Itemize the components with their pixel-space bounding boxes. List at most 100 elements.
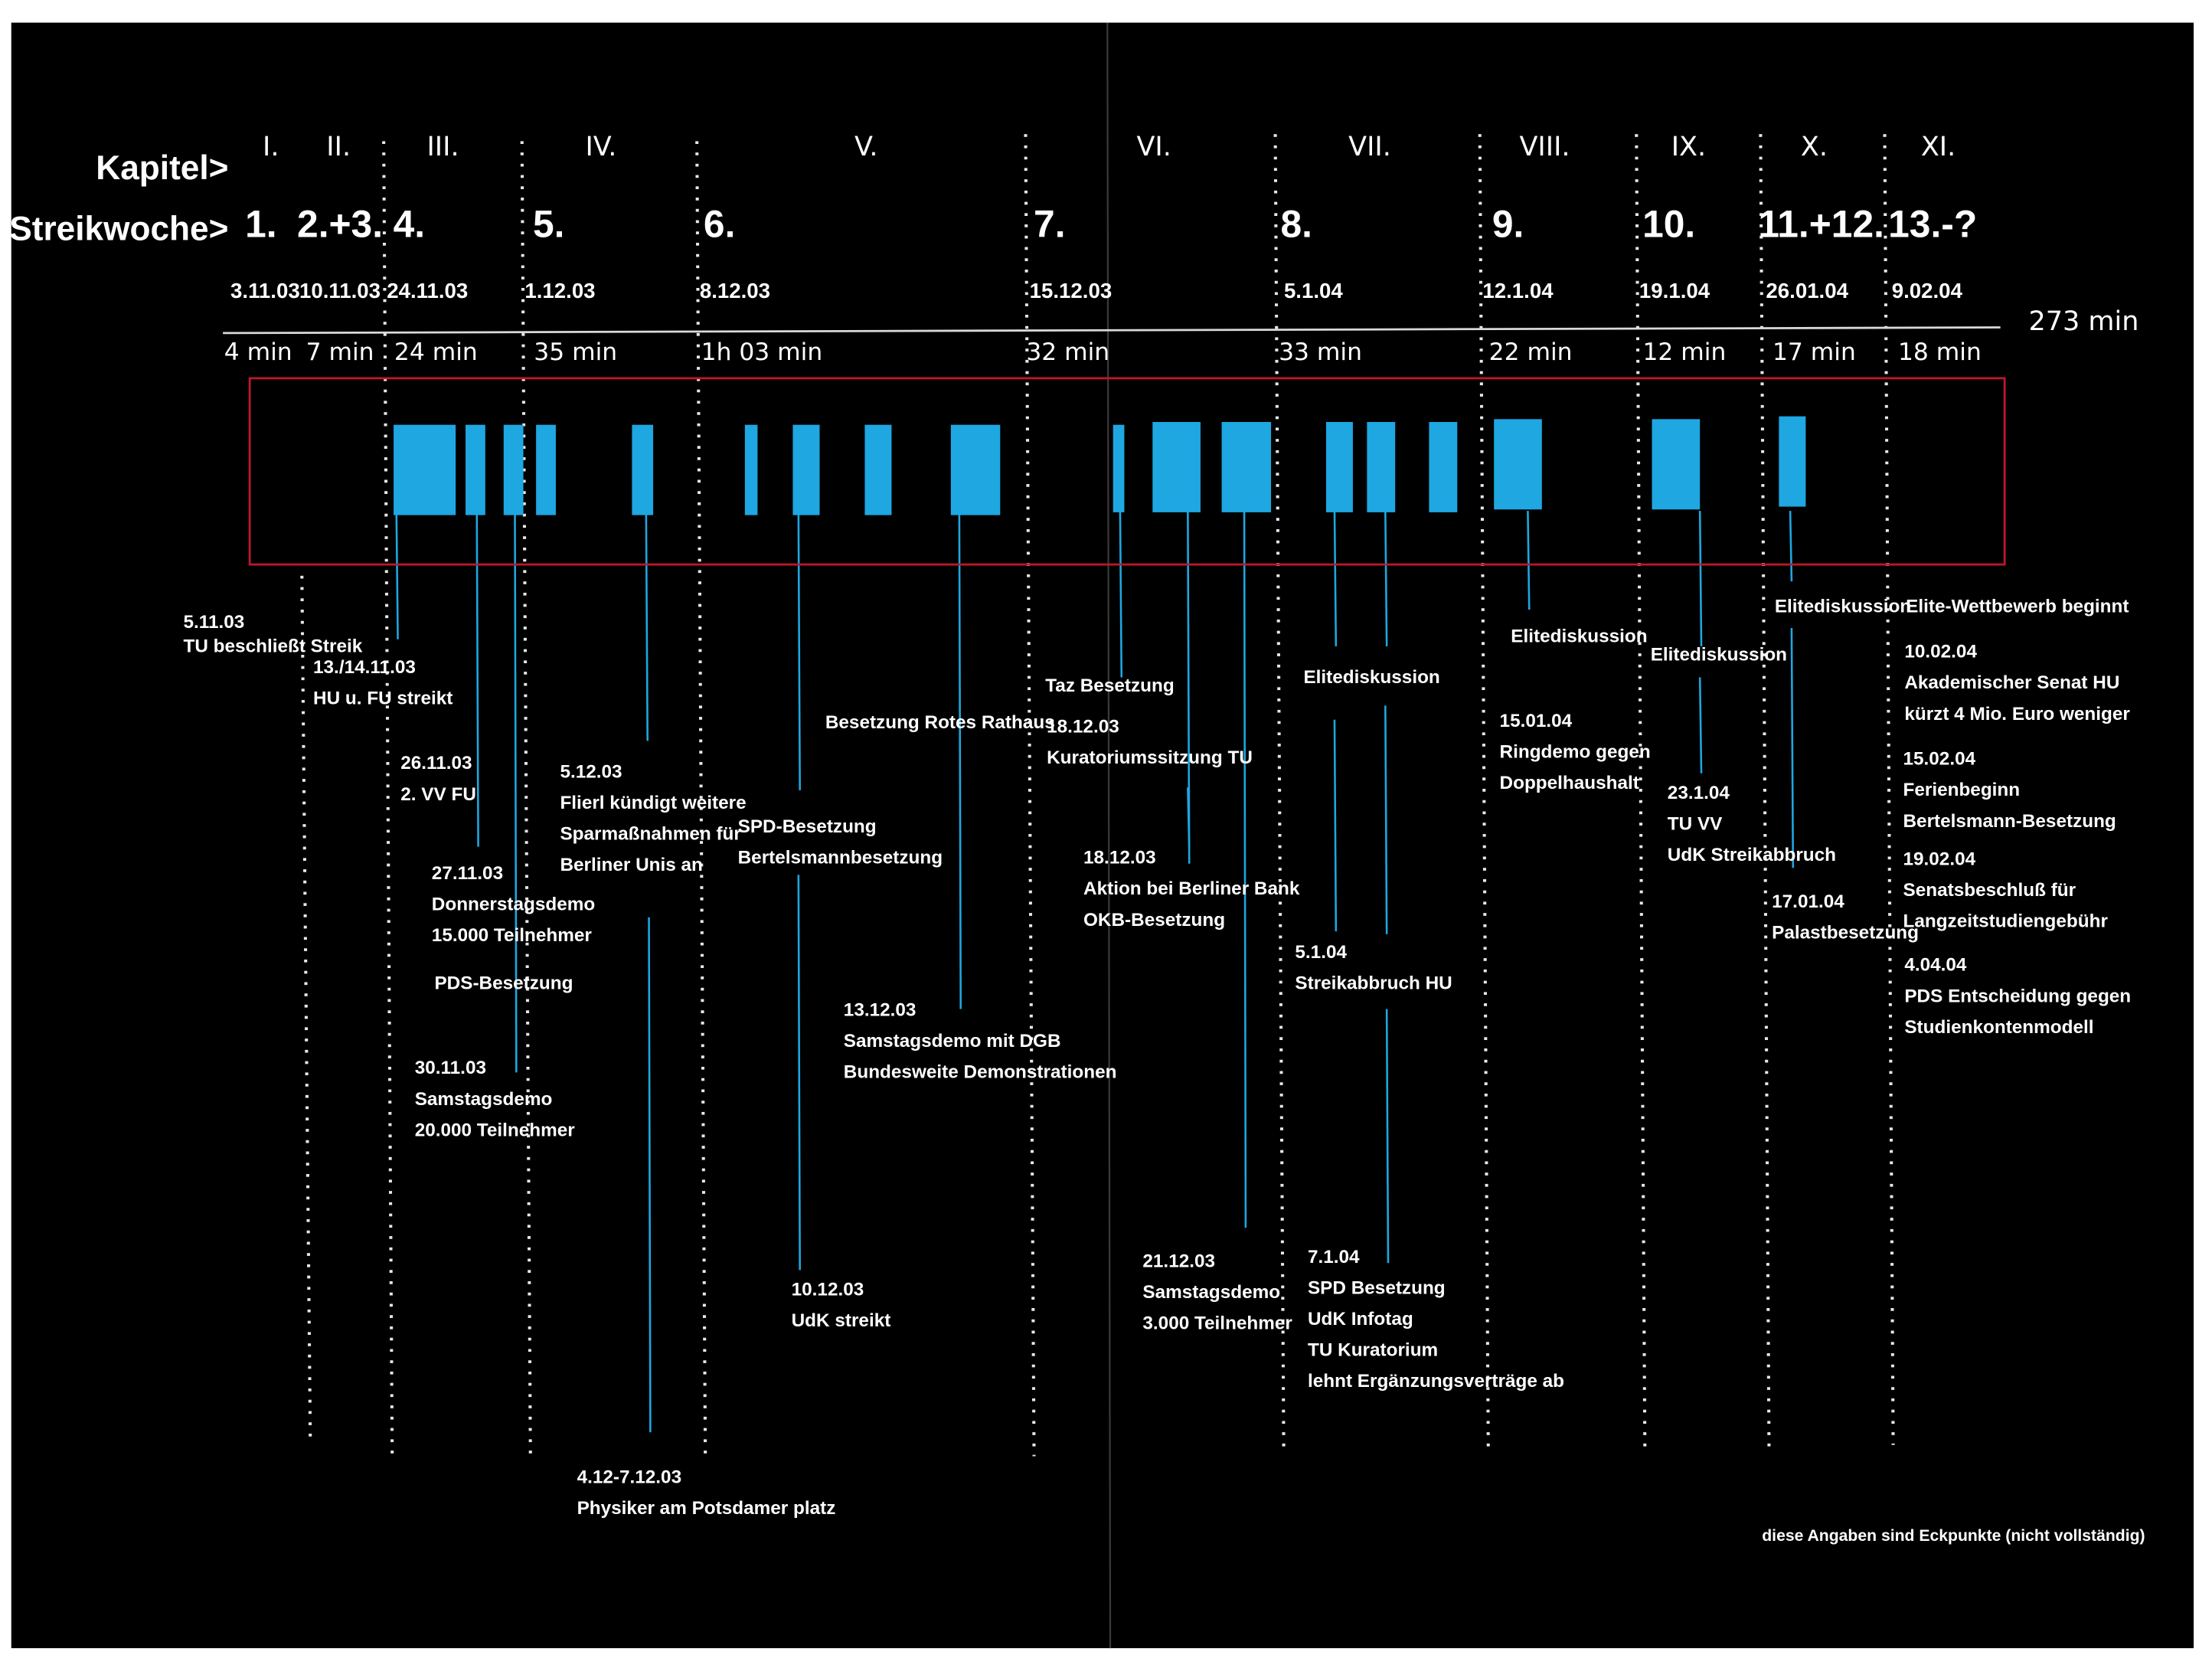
event-connector xyxy=(1790,627,1795,868)
duration-block xyxy=(394,424,456,515)
event-annotation: 27.11.03 Donnerstagsdemo 15.000 Teilnehmer xyxy=(432,863,595,946)
duration-block xyxy=(536,424,556,515)
chapter-label: VIII. xyxy=(1519,132,1570,162)
week-label: 13.-? xyxy=(1888,203,1977,246)
duration-label: 35 min xyxy=(534,339,617,366)
event-connector xyxy=(1333,511,1338,646)
poster-background xyxy=(11,22,2194,1649)
event-annotation: Elite-Wettbewerb beginnt xyxy=(1906,597,2129,617)
event-annotation: Elitediskussion xyxy=(1775,597,1911,617)
duration-block xyxy=(1429,421,1458,512)
duration-block xyxy=(1325,421,1353,512)
week-label: 7. xyxy=(1034,203,1065,246)
event-text: PDS Entscheidung gegen xyxy=(1904,986,2131,1006)
event-text: Flierl kündigt weitere xyxy=(560,793,746,813)
week-row: 1. 2.+3. 4. 5. 6. 7. 8. 9. 10. 11.+12. 13.-? xyxy=(245,203,1977,246)
event-text: Ringdemo gegen xyxy=(1500,742,1651,763)
event-text: 23.1.04 xyxy=(1668,783,1730,803)
event-connector xyxy=(648,917,652,1433)
event-text: Akademischer Senat HU xyxy=(1904,672,2119,693)
event-annotation: 26.11.03 2. VV FU xyxy=(400,753,476,805)
event-text: 10.02.04 xyxy=(1904,642,1977,662)
event-annotation: 21.12.03 Samstagsdemo 3.000 Teilnehmer xyxy=(1142,1251,1292,1334)
event-connector xyxy=(514,511,518,1073)
footnote: diese Angaben sind Eckpunkte (nicht voll… xyxy=(1762,1527,2145,1545)
duration-label: 7 min xyxy=(306,339,374,366)
week-label: 2.+3. xyxy=(297,203,383,246)
event-text: 3.000 Teilnehmer xyxy=(1142,1313,1292,1334)
event-text: 26.11.03 xyxy=(400,753,472,773)
event-text: Studienkontenmodell xyxy=(1904,1017,2093,1038)
event-text: Aktion bei Berliner Bank xyxy=(1083,878,1300,899)
event-text: 5.11.03 xyxy=(184,612,245,633)
event-annotation: 5.1.04 Streikabbruch HU xyxy=(1295,942,1452,994)
chapter-label: IV. xyxy=(585,132,616,162)
event-text: Bertelsmannbesetzung xyxy=(738,848,943,868)
event-annotation: 19.02.04 Senatsbeschluß für Langzeitstudie… xyxy=(1903,849,2108,932)
event-text: UdK Infotag xyxy=(1308,1309,1413,1329)
event-text: Sparmaßnahmen für xyxy=(560,823,741,844)
duration-block xyxy=(864,424,892,515)
event-text: 27.11.03 xyxy=(432,863,503,884)
event-text: Besetzung Rotes Rathaus xyxy=(825,712,1055,733)
event-annotation: 13.12.03 Samstagsdemo mit DGB Bundesweite … xyxy=(844,1000,1117,1083)
event-connector xyxy=(1527,511,1531,610)
duration-block xyxy=(1221,421,1272,512)
event-text: 20.000 Teilnehmer xyxy=(415,1120,576,1140)
event-annotation: SPD-Besetzung Bertelsmannbesetzung xyxy=(738,816,943,868)
event-annotation: 13./14.11.03 HU u. FU streikt xyxy=(313,657,453,709)
chapter-label: V. xyxy=(854,132,878,162)
event-text: 4.04.04 xyxy=(1904,955,1967,976)
chapter-label: XI. xyxy=(1921,132,1956,162)
event-text: Elitediskussion xyxy=(1775,597,1911,617)
event-text: SPD-Besetzung xyxy=(738,816,877,837)
duration-label: 32 min xyxy=(1026,339,1109,366)
event-connector xyxy=(1119,511,1123,678)
streikwoche-label: Streikwoche> xyxy=(9,210,228,247)
duration-label: 4 min xyxy=(224,339,292,366)
event-text: Berliner Unis an xyxy=(560,855,702,875)
duration-label: 12 min xyxy=(1642,339,1726,366)
event-annotation: 4.12-7.12.03 Physiker am Potsdamer platz xyxy=(577,1467,836,1519)
duration-blocks xyxy=(394,416,1806,515)
duration-block xyxy=(1367,421,1396,512)
date-label: 8.12.03 xyxy=(700,279,770,303)
week-label: 1. xyxy=(245,203,276,246)
event-annotation: 7.1.04 SPD Besetzung UdK Infotag TU Kurator… xyxy=(1308,1247,1564,1392)
event-annotation: 18.12.03 Kuratoriumssitzung TU xyxy=(1047,716,1253,768)
event-annotation: 10.02.04 Akademischer Senat HU kürzt 4 Mio… xyxy=(1904,642,2130,724)
duration-block xyxy=(632,424,654,515)
duration-block xyxy=(950,424,1001,515)
event-connector xyxy=(1333,719,1338,932)
duration-label: 18 min xyxy=(1898,339,1982,366)
event-annotation: Elitediskussion xyxy=(1511,626,1647,646)
event-text: lehnt Ergänzungsverträge ab xyxy=(1308,1371,1564,1392)
week-label: 10. xyxy=(1642,203,1695,246)
event-annotation: 30.11.03 Samstagsdemo 20.000 Teilnehmer xyxy=(415,1058,576,1140)
event-text: Elite-Wettbewerb beginnt xyxy=(1906,597,2129,617)
event-connector xyxy=(1243,511,1247,1228)
event-text: 5.12.03 xyxy=(560,761,622,782)
event-connector xyxy=(1698,677,1703,773)
event-text: 7.1.04 xyxy=(1308,1247,1360,1267)
date-label: 24.11.03 xyxy=(387,279,468,303)
event-text: Bertelsmann-Besetzung xyxy=(1903,811,2116,832)
event-text: 18.12.03 xyxy=(1047,716,1119,737)
duration-block xyxy=(1652,419,1701,510)
week-label: 4. xyxy=(394,203,425,246)
duration-label: 24 min xyxy=(394,339,478,366)
week-divider xyxy=(520,141,532,1454)
event-annotation: Taz Besetzung xyxy=(1045,675,1174,696)
event-annotation: 23.1.04 TU VV UdK Streikabbruch xyxy=(1668,783,1836,865)
event-annotation: Elitediskussion xyxy=(1303,667,1439,688)
event-text: Samstagsdemo mit DGB xyxy=(844,1031,1061,1051)
event-connector xyxy=(475,511,479,847)
date-label: 26.01.04 xyxy=(1766,279,1848,303)
event-connector xyxy=(958,511,962,1009)
week-divider xyxy=(1883,134,1895,1445)
date-label: 5.1.04 xyxy=(1284,279,1343,303)
event-annotation: 5.11.03 TU beschließt Streik xyxy=(184,612,363,656)
duration-block xyxy=(792,424,820,515)
event-text: 15.01.04 xyxy=(1500,711,1573,731)
